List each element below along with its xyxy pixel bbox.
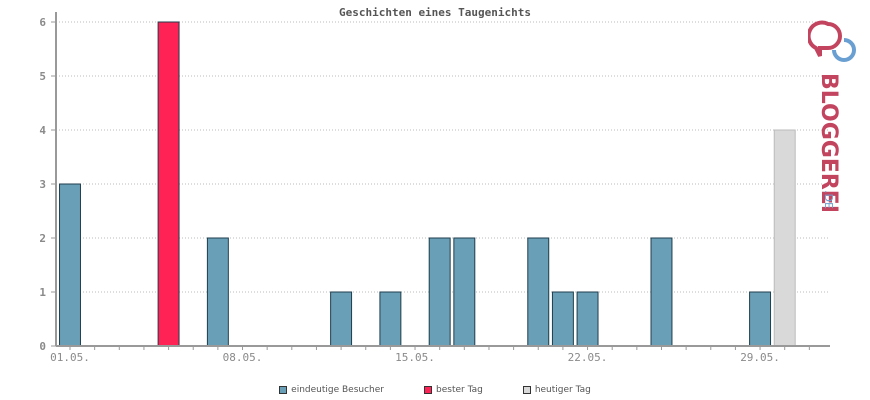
y-tick-label: 4 xyxy=(39,124,46,137)
x-tick-label: 22.05. xyxy=(568,351,608,364)
legend-swatch-today xyxy=(522,386,531,394)
bar xyxy=(157,21,180,347)
logo-tld-text: .DE xyxy=(822,190,835,209)
logo-graphic: BLOGGEREI .DE xyxy=(806,20,856,213)
legend-swatch-visitors xyxy=(279,386,288,394)
y-tick-label: 2 xyxy=(39,232,46,245)
axes xyxy=(55,12,830,347)
bars xyxy=(59,21,796,347)
bar xyxy=(330,291,353,347)
chart-title: Geschichten eines Taugenichts xyxy=(339,6,531,19)
y-tick-label: 0 xyxy=(39,340,46,353)
bar xyxy=(206,237,229,347)
legend-label-visitors: eindeutige Besucher xyxy=(291,385,384,395)
bloggerei-logo[interactable]: BLOGGEREI .DE xyxy=(806,18,870,218)
bar xyxy=(453,237,476,347)
x-tick-label: 01.05. xyxy=(50,351,90,364)
bar xyxy=(576,291,599,347)
x-tick-label: 15.05. xyxy=(395,351,435,364)
legend-label-best: bester Tag xyxy=(436,385,483,395)
bar xyxy=(551,291,574,347)
bar xyxy=(428,237,451,347)
y-tick-label: 3 xyxy=(39,178,46,191)
logo-brand-text: BLOGGEREI xyxy=(816,73,841,213)
bar xyxy=(379,291,402,347)
y-tick-label: 5 xyxy=(39,70,46,83)
bar xyxy=(749,291,772,347)
legend-item-visitors: eindeutige Besucher xyxy=(279,385,384,395)
legend-swatch-best xyxy=(424,386,432,394)
logo-icon xyxy=(806,20,856,63)
x-tick-label: 29.05. xyxy=(740,351,780,364)
bar xyxy=(527,237,550,347)
legend-item-best: bester Tag xyxy=(424,385,483,395)
y-tick-label: 6 xyxy=(39,16,46,29)
legend-item-today: heutiger Tag xyxy=(522,385,591,395)
x-ticks: 01.05. 08.05. 15.05. 22.05. 29.05. xyxy=(50,346,810,364)
bar xyxy=(59,183,81,347)
bar xyxy=(773,129,796,347)
chart-legend: eindeutige Besucher bester Tag heutiger … xyxy=(0,385,870,395)
y-ticks: 0 1 2 3 4 5 6 xyxy=(39,16,56,353)
grid-lines xyxy=(56,21,830,293)
x-tick-label: 08.05. xyxy=(223,351,263,364)
bar xyxy=(650,237,673,347)
y-tick-label: 1 xyxy=(39,286,46,299)
legend-label-today: heutiger Tag xyxy=(534,385,591,395)
